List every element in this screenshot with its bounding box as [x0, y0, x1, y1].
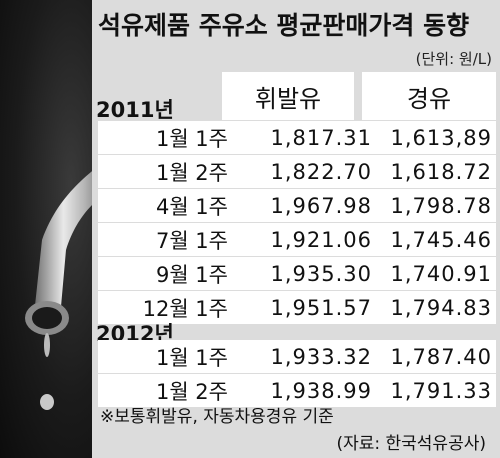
table-row: 12월 1주 1,951.57 1,794.83 [98, 291, 496, 324]
gasoline-price: 1,817.31 [270, 125, 372, 150]
diesel-price: 1,745.46 [390, 227, 492, 252]
year-label-2011: 2011년 [96, 98, 174, 122]
gasoline-price: 1,933.32 [270, 344, 372, 369]
column-header-gasoline: 휘발유 [222, 72, 354, 120]
row-label: 4월 1주 [155, 194, 228, 219]
gasoline-price: 1,935.30 [270, 261, 372, 286]
row-label: 1월 2주 [155, 379, 228, 404]
table-row: 4월 1주 1,967.98 1,798.78 [98, 189, 496, 222]
row-label: 7월 1주 [155, 228, 228, 253]
gasoline-price: 1,921.06 [270, 227, 372, 252]
page-title: 석유제품 주유소 평균판매가격 동향 [98, 11, 470, 40]
diesel-price: 1,618.72 [390, 159, 492, 184]
table-row: 1월 1주 1,933.32 1,787.40 [98, 340, 496, 373]
table-row: 1월 2주 1,822.70 1,618.72 [98, 155, 496, 188]
row-label: 12월 1주 [142, 296, 228, 321]
diesel-price: 1,794.83 [390, 295, 492, 320]
diesel-price: 1,787.40 [390, 344, 492, 369]
gasoline-price: 1,967.98 [270, 193, 372, 218]
table-row: 9월 1주 1,935.30 1,740.91 [98, 257, 496, 290]
diesel-price: 1,791.33 [390, 378, 492, 403]
column-header-diesel: 경유 [362, 72, 496, 120]
source-credit: (자료: 한국석유공사) [336, 434, 486, 454]
diesel-price: 1,798.78 [390, 193, 492, 218]
row-label: 9월 1주 [155, 262, 228, 287]
table-row: 1월 2주 1,938.99 1,791.33 [98, 374, 496, 407]
gasoline-price: 1,938.99 [270, 378, 372, 403]
diesel-price: 1,613,89 [390, 125, 492, 150]
footnote: ※보통휘발유, 자동차용경유 기준 [100, 407, 334, 427]
gasoline-price: 1,951.57 [270, 295, 372, 320]
table-row: 1월 1주 1,817.31 1,613,89 [98, 121, 496, 154]
row-label: 1월 1주 [155, 126, 228, 151]
gasoline-price: 1,822.70 [270, 159, 372, 184]
unit-label: (단위: 원/L) [415, 50, 492, 68]
row-label: 1월 2주 [155, 160, 228, 185]
row-label: 1월 1주 [155, 345, 228, 370]
table-row: 7월 1주 1,921.06 1,745.46 [98, 223, 496, 256]
diesel-price: 1,740.91 [390, 261, 492, 286]
